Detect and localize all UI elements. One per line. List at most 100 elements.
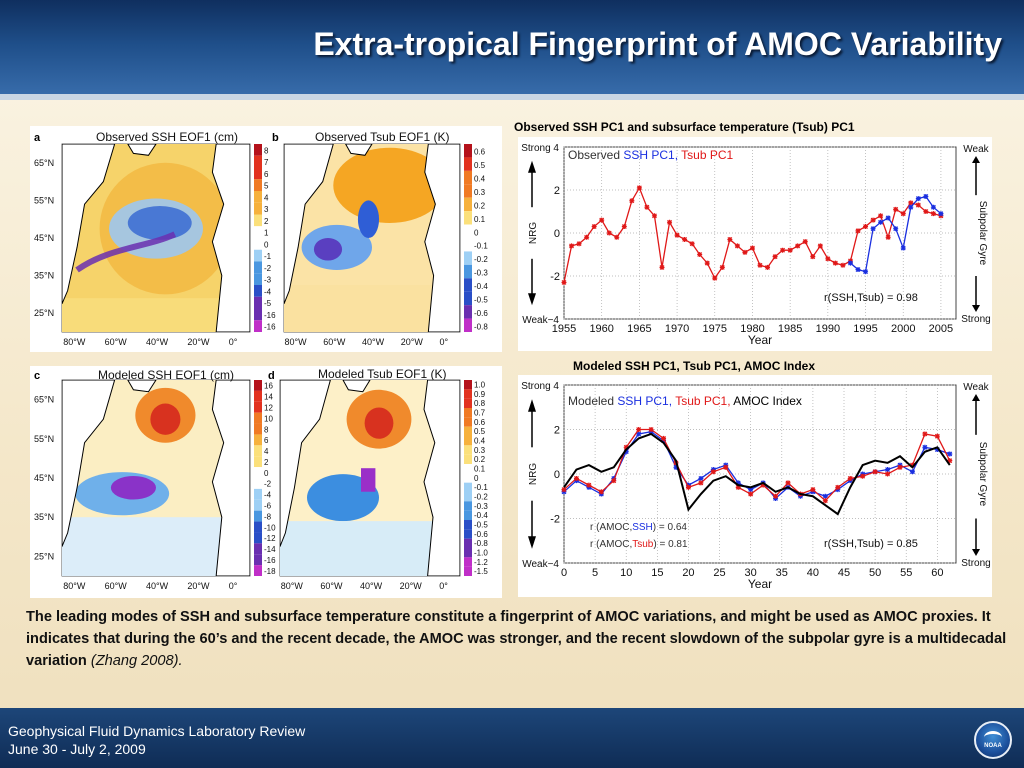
lat-tick-label: 55°N	[34, 434, 54, 444]
colorbar-swatch	[254, 261, 262, 274]
data-point	[667, 219, 673, 225]
data-point	[900, 245, 906, 251]
lat-tick-label: 65°N	[34, 158, 54, 168]
y-tick-label: 2	[554, 185, 560, 197]
x-tick-label: 25	[713, 567, 725, 579]
x-tick-label: 30	[745, 567, 757, 579]
colorbar-label: -0.3	[474, 269, 488, 278]
x-tick-label: 1975	[703, 323, 727, 335]
x-tick-label: 5	[592, 567, 598, 579]
data-point	[908, 200, 914, 206]
colorbar-swatch	[464, 318, 472, 332]
data-point	[661, 435, 667, 441]
data-point	[621, 224, 627, 230]
lon-tick-label: 20°W	[187, 337, 210, 347]
land-greenland	[345, 144, 373, 156]
data-point	[893, 226, 899, 232]
lon-tick-label: 40°W	[146, 581, 169, 591]
y-strong-label: Strong 4	[521, 381, 559, 392]
data-point	[822, 493, 828, 499]
data-point	[576, 241, 582, 247]
colorbar-label: -8	[264, 512, 272, 521]
right-weak-label: Weak	[963, 382, 989, 393]
data-point	[872, 469, 878, 475]
data-point	[561, 279, 567, 285]
data-point	[900, 211, 906, 217]
colorbar-swatch	[254, 456, 262, 468]
colorbar-label: 4	[264, 447, 269, 456]
colorbar-swatch	[254, 467, 262, 478]
data-point	[825, 256, 831, 262]
map-field	[62, 144, 250, 332]
map-a: 8 7 6 5 4 3 2 1 0 -1 -2 -3 -4 -5 -16 -16 65°N 55°N 45°N 35°…	[34, 143, 276, 347]
colorbar-label: 1.0	[474, 380, 486, 389]
data-point	[915, 196, 921, 202]
colorbar-label: -2	[264, 480, 272, 489]
colorbar-label: 0	[264, 240, 269, 249]
colorbar-swatch	[464, 211, 472, 225]
r-amoc-ssh-prefix: r (AMOC,	[590, 522, 632, 533]
x-tick-label: 1955	[552, 323, 576, 335]
data-point	[870, 217, 876, 223]
colorbar-swatch	[254, 532, 262, 544]
land-europe-africa	[424, 144, 460, 332]
x-tick-label: 2000	[891, 323, 915, 335]
gulf-stream-band	[75, 231, 177, 273]
legend-amoc: AMOC Index	[733, 394, 802, 408]
colorbar-label: -1.2	[474, 558, 488, 567]
colorbar-swatch	[464, 264, 472, 279]
colorbar-swatch	[254, 144, 262, 156]
down-arrowhead-icon	[528, 536, 536, 549]
colorbar-swatch	[254, 202, 262, 215]
data-point	[855, 228, 861, 234]
observed-maps-panel: 8 7 6 5 4 3 2 1 0 -1 -2 -3 -4 -5 -16 -16 65°N 55°N 45°N 35°…	[30, 126, 502, 352]
colorbar-swatch	[464, 510, 472, 520]
colorbar-label: 7	[264, 158, 269, 167]
up-arrowhead-icon	[528, 160, 536, 173]
data-point	[611, 478, 617, 484]
data-point	[586, 482, 592, 488]
land-europe-africa	[211, 144, 250, 332]
colorbar-label: -0.5	[474, 520, 488, 529]
map-d-letter: d	[268, 370, 275, 382]
data-point	[787, 247, 793, 253]
data-point	[817, 243, 823, 249]
colorbar-label: 0.6	[474, 418, 486, 427]
colorbar-label: 5	[264, 182, 269, 191]
y-strong-label: Strong 4	[521, 143, 559, 154]
data-point	[742, 249, 748, 255]
data-point	[909, 469, 915, 475]
noaa-logo-text: NOAA	[984, 743, 1002, 749]
data-point	[908, 204, 914, 210]
field-cold	[361, 468, 376, 492]
lon-tick-label: 60°W	[105, 581, 128, 591]
data-point	[847, 260, 853, 266]
colorbar-label: 16	[264, 382, 273, 391]
colorbar-label: 6	[264, 170, 269, 179]
data-point	[573, 475, 579, 481]
lon-tick-label: 0°	[439, 337, 448, 347]
x-tick-label: 1980	[740, 323, 764, 335]
colorbar-label: -0.4	[474, 282, 488, 291]
colorbar-swatch	[464, 529, 472, 539]
colorbar-swatch	[464, 197, 472, 212]
data-point	[629, 198, 635, 204]
data-point	[636, 427, 642, 432]
colorbar-swatch	[254, 412, 262, 424]
data-point	[614, 234, 620, 240]
colorbar-label: 14	[264, 393, 273, 402]
legend-prefix: Modeled	[568, 394, 617, 408]
colorbar-swatch	[464, 538, 472, 548]
data-point	[648, 427, 654, 432]
colorbar-label: -0.6	[474, 309, 488, 318]
data-point	[710, 469, 716, 475]
colorbar-label: 6	[264, 436, 269, 445]
lon-tick-label: 0°	[439, 581, 448, 591]
colorbar-swatch	[254, 226, 262, 238]
slide-title: Extra-tropical Fingerprint of AMOC Varia…	[313, 26, 1002, 62]
map-field	[62, 380, 250, 576]
data-point	[749, 245, 755, 251]
x-tick-label: 2005	[929, 323, 953, 335]
data-point	[847, 475, 853, 481]
data-point	[561, 487, 567, 493]
